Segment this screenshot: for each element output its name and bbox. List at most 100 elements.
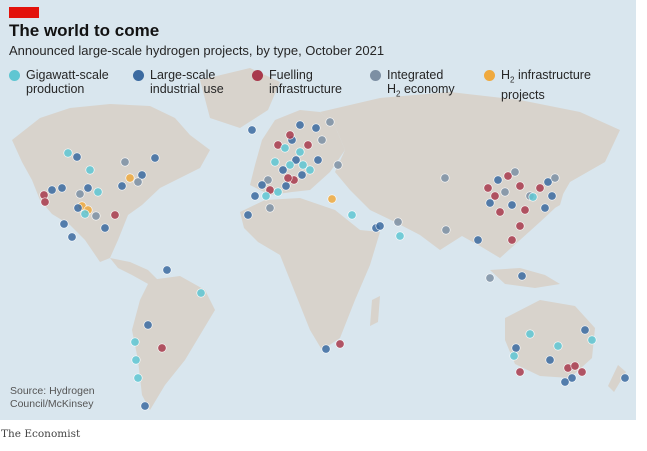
project-dot-integrated: [325, 117, 335, 127]
project-dot-industrial: [143, 320, 153, 330]
project-dot-fuelling: [157, 343, 167, 353]
project-dot-integrated: [317, 135, 327, 145]
project-dot-fuelling: [507, 235, 517, 245]
project-dot-industrial: [517, 271, 527, 281]
project-dot-industrial: [543, 177, 553, 187]
project-dot-integrated: [440, 173, 450, 183]
project-dots: [39, 117, 630, 411]
map-panel: The world to come Announced large-scale …: [0, 0, 636, 420]
project-dot-industrial: [560, 377, 570, 387]
project-dot-industrial: [100, 223, 110, 233]
project-dot-gigawatt: [587, 335, 597, 345]
project-dot-gigawatt: [295, 147, 305, 157]
project-dot-integrated: [263, 175, 273, 185]
project-dot-integrated: [550, 173, 560, 183]
project-dot-gigawatt: [93, 187, 103, 197]
project-dot-fuelling: [495, 207, 505, 217]
project-dot-industrial: [247, 125, 257, 135]
project-dot-industrial: [59, 219, 69, 229]
project-dot-gigawatt: [130, 337, 140, 347]
project-dot-industrial: [313, 155, 323, 165]
project-dot-industrial: [507, 200, 517, 210]
project-dot-fuelling: [570, 361, 580, 371]
project-dot-gigawatt: [525, 329, 535, 339]
project-dot-integrated: [265, 203, 275, 213]
project-dot-industrial: [117, 181, 127, 191]
project-dot-fuelling: [503, 171, 513, 181]
project-dot-fuelling: [515, 181, 525, 191]
land-greenland: [200, 68, 280, 128]
project-dot-gigawatt: [298, 160, 308, 170]
project-dot-industrial: [257, 180, 267, 190]
project-dot-integrated: [75, 189, 85, 199]
project-dot-fuelling: [577, 367, 587, 377]
legend-label-integrated: Integrated H2 economy: [387, 68, 455, 99]
legend-swatch-industrial: [133, 70, 144, 81]
legend-integrated: Integrated H2 economy: [370, 68, 455, 102]
project-dot-industrial: [281, 181, 291, 191]
project-dot-industrial: [567, 373, 577, 383]
legend-gigawatt: Gigawatt-scale production: [9, 68, 109, 96]
project-dot-fuelling: [40, 197, 50, 207]
land-masses: [12, 68, 626, 410]
project-dot-h2infra: [125, 173, 135, 183]
project-dot-integrated: [133, 177, 143, 187]
project-dot-industrial: [321, 344, 331, 354]
project-dot-industrial: [485, 198, 495, 208]
project-dot-industrial: [137, 170, 147, 180]
project-dot-industrial: [511, 343, 521, 353]
land-south-america: [132, 276, 215, 410]
project-dot-industrial: [547, 191, 557, 201]
project-dot-integrated: [510, 167, 520, 177]
project-dot-industrial: [278, 165, 288, 175]
project-dot-gigawatt: [509, 351, 519, 361]
project-dot-fuelling: [520, 205, 530, 215]
project-dot-integrated: [333, 160, 343, 170]
legend-label-h2-infrastructure: H2 infrastructure projects: [501, 68, 591, 102]
project-dot-fuelling: [283, 173, 293, 183]
project-dot-industrial: [580, 325, 590, 335]
project-dot-industrial: [47, 185, 57, 195]
project-dot-gigawatt: [131, 355, 141, 365]
project-dot-industrial: [295, 120, 305, 130]
project-dot-gigawatt: [261, 191, 271, 201]
project-dot-industrial: [162, 265, 172, 275]
world-map: [12, 68, 630, 411]
legend-label-fuelling: Fuelling infrastructure: [269, 68, 342, 96]
publisher-credit: The Economist: [1, 428, 81, 440]
project-dot-gigawatt: [528, 192, 538, 202]
project-dot-gigawatt: [553, 341, 563, 351]
project-dot-industrial: [250, 191, 260, 201]
project-dot-gigawatt: [280, 143, 290, 153]
legend-industrial: Large-scale industrial use: [133, 68, 224, 96]
project-dot-integrated: [485, 273, 495, 283]
legend-h2-infrastructure: H2 infrastructure projects: [484, 68, 591, 102]
project-dot-industrial: [83, 183, 93, 193]
land-africa: [240, 198, 380, 350]
project-dot-integrated: [120, 157, 130, 167]
project-dot-fuelling: [515, 221, 525, 231]
legend-fuelling: Fuelling infrastructure: [252, 68, 342, 96]
project-dot-fuelling: [110, 210, 120, 220]
project-dot-integrated: [500, 187, 510, 197]
project-dot-industrial: [297, 170, 307, 180]
brand-tag: [9, 7, 39, 18]
project-dot-integrated: [441, 225, 451, 235]
project-dot-industrial: [493, 175, 503, 185]
project-dot-gigawatt: [305, 165, 315, 175]
legend-swatch-fuelling: [252, 70, 263, 81]
project-dot-fuelling: [335, 339, 345, 349]
land-new-zealand: [608, 365, 626, 392]
project-dot-gigawatt: [63, 148, 73, 158]
legend-label-industrial: Large-scale industrial use: [150, 68, 224, 96]
project-dot-gigawatt: [85, 165, 95, 175]
legend-swatch-gigawatt: [9, 70, 20, 81]
project-dot-fuelling: [285, 130, 295, 140]
project-dot-industrial: [291, 155, 301, 165]
project-dot-industrial: [545, 355, 555, 365]
project-dot-industrial: [73, 203, 83, 213]
project-dot-industrial: [57, 183, 67, 193]
project-dot-fuelling: [490, 191, 500, 201]
chart-subtitle: Announced large-scale hydrogen projects,…: [9, 43, 385, 58]
project-dot-gigawatt: [133, 373, 143, 383]
